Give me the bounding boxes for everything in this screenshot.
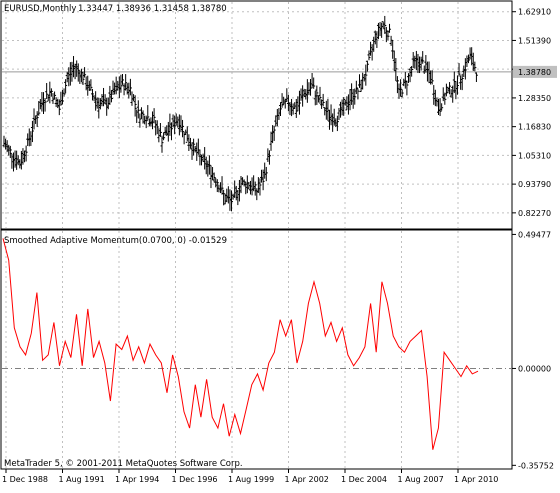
x-tick-label: 1 Aug 1991	[59, 475, 105, 484]
price-tick-label: 1.62910	[518, 8, 551, 17]
price-tick-label: 1.28350	[518, 94, 551, 103]
price-tick-label: 1.05310	[518, 151, 551, 160]
x-tick-label: 1 Dec 1988	[2, 475, 48, 484]
price-tick-label: 0.93790	[518, 180, 551, 189]
x-tick-label: 1 Aug 1999	[228, 475, 274, 484]
x-tick-label: 1 Dec 1996	[172, 475, 218, 484]
price-tick-label: 1.16830	[518, 123, 551, 132]
x-tick-label: 1 Apr 2002	[285, 475, 329, 484]
indicator-tick-label: 0.49477	[518, 230, 551, 239]
indicator-label: Smoothed Adaptive Momentum(0.0700, 0) -0…	[4, 236, 227, 246]
x-tick-label: 1 Dec 2004	[341, 475, 387, 484]
momentum-line	[2, 238, 479, 450]
indicator-chart-area[interactable]	[0, 229, 513, 470]
x-tick-label: 1 Apr 2010	[454, 475, 498, 484]
indicator-tick-label: 0.00000	[518, 364, 551, 373]
price-bars	[2, 15, 478, 212]
price-tick-label: 0.82270	[518, 209, 551, 218]
indicator-line	[2, 238, 479, 450]
x-tick-label: 1 Apr 1994	[115, 475, 159, 484]
indicator-tick-label: -0.35752	[518, 461, 554, 470]
copyright-label: MetaTrader 5, © 2001-2011 MetaQuotes Sof…	[4, 459, 243, 469]
current-price-label: 1.38780	[518, 68, 551, 77]
price-tick-label: 1.51390	[518, 36, 551, 45]
x-tick-label: 1 Aug 2007	[398, 475, 444, 484]
ohlc-label: 1.33447 1.38936 1.31458 1.38780	[78, 4, 227, 14]
symbol-label: EURUSD,Monthly	[4, 4, 76, 14]
axis-labels: 1 Dec 1988 1 Aug 1991 1 Apr 1994 1 Dec 1996…	[2, 8, 557, 484]
grid-lines	[2, 2, 512, 468]
current-price-box	[513, 65, 557, 78]
